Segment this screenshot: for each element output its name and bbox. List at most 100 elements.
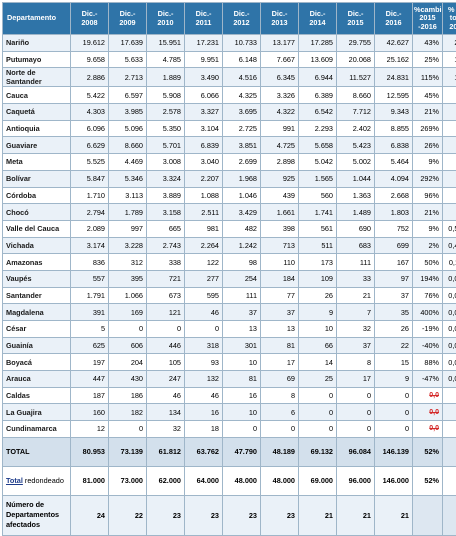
department-name: Cundinamarca	[3, 421, 71, 438]
share-cell: 2%	[443, 187, 456, 204]
hectares-cell: 7.667	[261, 51, 299, 68]
change-cell: 21%	[413, 104, 443, 121]
affected-cell: 24	[71, 495, 109, 535]
hectares-cell: 318	[185, 337, 223, 354]
hectares-cell: 17.639	[109, 35, 147, 52]
hectares-cell: 9	[375, 371, 413, 388]
change-cell: 9%	[413, 220, 443, 237]
hectares-cell: 10.733	[223, 35, 261, 52]
share-cell: 6%	[443, 104, 456, 121]
hectares-cell: 10	[223, 404, 261, 421]
hectares-cell: 0	[299, 421, 337, 438]
hectares-cell: 395	[109, 270, 147, 287]
rounded-total-label: Total redondeado	[3, 466, 71, 495]
hectares-cell: 132	[185, 371, 223, 388]
hectares-cell: 111	[223, 287, 261, 304]
share-cell: 17%	[443, 51, 456, 68]
hectares-cell: 5.658	[299, 137, 337, 154]
hectares-cell: 111	[337, 254, 375, 271]
hectares-cell: 3.695	[223, 104, 261, 121]
hectares-cell: 9.343	[375, 104, 413, 121]
hectares-cell: 2.886	[71, 68, 109, 87]
hectares-cell: 3.104	[185, 120, 223, 137]
hectares-cell: 625	[71, 337, 109, 354]
change-cell: 25%	[413, 51, 443, 68]
share-cell: 5%	[443, 137, 456, 154]
hectares-cell: 4.516	[223, 68, 261, 87]
empty-cell	[443, 437, 456, 466]
total-cell: 146.139	[375, 437, 413, 466]
total-label: TOTAL	[3, 437, 71, 466]
hectares-cell: 9.951	[185, 51, 223, 68]
change-cell: 96%	[413, 187, 443, 204]
hectares-cell: 121	[147, 304, 185, 321]
hectares-cell: 5.847	[71, 170, 109, 187]
hectares-cell: 991	[261, 120, 299, 137]
change-cell: 194%	[413, 270, 443, 287]
hectares-cell: 836	[71, 254, 109, 271]
hectares-cell: 21	[337, 287, 375, 304]
department-name: Santander	[3, 287, 71, 304]
hectares-cell: 557	[71, 270, 109, 287]
department-name: Nariño	[3, 35, 71, 52]
header-year: Dic.-2008	[71, 3, 109, 35]
rounded-cell: 69.000	[299, 466, 337, 495]
share-cell: 0,02%	[443, 321, 456, 338]
department-name: Arauca	[3, 371, 71, 388]
hectares-cell: 13.177	[261, 35, 299, 52]
header-year: Dic.-2009	[109, 3, 147, 35]
hectares-cell: 33	[337, 270, 375, 287]
department-name: Meta	[3, 154, 71, 171]
hectares-cell: 81	[223, 371, 261, 388]
department-name: Chocó	[3, 204, 71, 221]
total-cell: 96.084	[337, 437, 375, 466]
hectares-cell: 5.002	[337, 154, 375, 171]
hectares-cell: 4.725	[261, 137, 299, 154]
hectares-cell: 5.701	[147, 137, 185, 154]
hectares-cell: 6.389	[299, 87, 337, 104]
header-year: Dic.-2016	[375, 3, 413, 35]
hectares-cell: 5.525	[71, 154, 109, 171]
hectares-cell: 98	[223, 254, 261, 271]
total-link[interactable]: Total	[6, 476, 23, 485]
hectares-cell: 3.228	[109, 237, 147, 254]
change-cell: 400%	[413, 304, 443, 321]
share-cell: 0,11%	[443, 254, 456, 271]
hectares-cell: 66	[299, 337, 337, 354]
hectares-cell: 26	[375, 321, 413, 338]
change-cell: 88%	[413, 354, 443, 371]
hectares-cell: 13.609	[299, 51, 337, 68]
change-cell: 292%	[413, 170, 443, 187]
rounded-cell: 62.000	[147, 466, 185, 495]
hectares-cell: 81	[261, 337, 299, 354]
department-name: Amazonas	[3, 254, 71, 271]
hectares-cell: 3.851	[223, 137, 261, 154]
hectares-cell: 4.322	[261, 104, 299, 121]
hectares-cell: 9.658	[71, 51, 109, 68]
hectares-cell: 1.565	[299, 170, 337, 187]
hectares-cell: 19.612	[71, 35, 109, 52]
department-name: Guaviare	[3, 137, 71, 154]
share-cell: 0,0	[443, 421, 456, 438]
hectares-cell: 981	[185, 220, 223, 237]
share-cell: 9%	[443, 87, 456, 104]
hectares-cell: 105	[147, 354, 185, 371]
change-cell: 2%	[413, 237, 443, 254]
hectares-cell: 0	[223, 421, 261, 438]
hectares-cell: 2.699	[223, 154, 261, 171]
hectares-cell: 3.985	[109, 104, 147, 121]
total-cell: 47.790	[223, 437, 261, 466]
share-cell: 0,0	[443, 387, 456, 404]
hectares-cell: 595	[185, 287, 223, 304]
hectares-cell: 6.345	[261, 68, 299, 87]
hectares-cell: 32	[147, 421, 185, 438]
hectares-cell: 6.839	[185, 137, 223, 154]
